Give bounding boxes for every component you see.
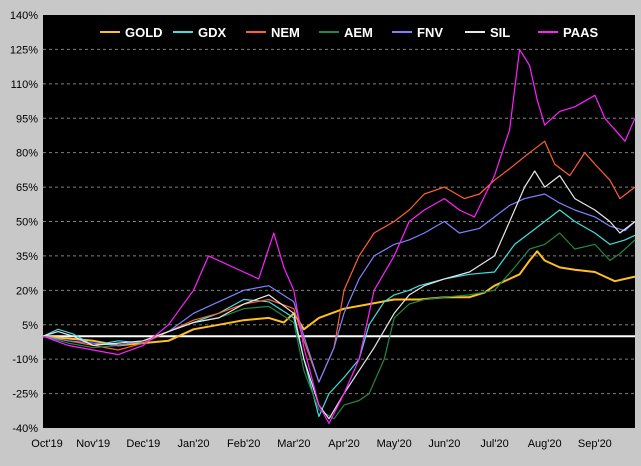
gridlines (43, 48, 635, 395)
x-tick-label: Jul'20 (480, 438, 508, 450)
x-tick-label: Jan'20 (177, 438, 209, 450)
series-line-nem (42, 140, 636, 383)
y-tick-label: 5% (22, 320, 38, 332)
y-tick-label: 20% (16, 285, 38, 297)
legend: GOLD GDX NEM AEM FNV SIL PAAS (100, 25, 598, 40)
x-tick-label: Apr'20 (328, 438, 359, 450)
y-tick-label: 65% (16, 182, 38, 194)
y-tick-label: 50% (16, 217, 38, 229)
x-tick-label: Dec'19 (126, 438, 160, 450)
y-tick-label: 80% (16, 148, 38, 160)
legend-label-paas: PAAS (563, 25, 598, 40)
y-tick-label: 110% (11, 79, 39, 91)
x-tick-label: Feb'20 (227, 438, 260, 450)
legend-label-nem: NEM (271, 25, 300, 40)
x-tick-label: Mar'20 (277, 438, 310, 450)
legend-label-fnv: FNV (417, 25, 443, 40)
x-tick-label: Aug'20 (528, 438, 562, 450)
y-axis-tick-labels: -40% -25% -10% 5% 20% 35% 50% 65% 80% 95% 110% 125%… (10, 10, 38, 435)
y-tick-label: -25% (12, 389, 38, 401)
x-tick-label: Nov'19 (76, 438, 110, 450)
y-tick-label: 125% (10, 44, 38, 56)
y-tick-label: -40% (12, 423, 38, 435)
series-lines (42, 48, 636, 424)
x-tick-label: Jun'20 (428, 438, 460, 450)
x-axis-tick-labels: Oct'19 Nov'19 Dec'19 Jan'20 Feb'20 Mar'20 Apr'… (31, 438, 612, 450)
y-tick-label: 35% (16, 251, 38, 263)
y-tick-label: 140% (10, 10, 38, 22)
legend-label-gold: GOLD (125, 25, 163, 40)
x-tick-label: Sep'20 (578, 438, 612, 450)
legend-label-aem: AEM (344, 25, 373, 40)
series-line-paas (42, 48, 636, 424)
x-tick-label: May'20 (377, 438, 412, 450)
series-line-fnv (42, 193, 636, 383)
legend-label-gdx: GDX (198, 25, 227, 40)
y-tick-label: -10% (12, 354, 38, 366)
legend-label-sil: SIL (490, 25, 510, 40)
series-line-gold (42, 250, 636, 347)
series-line-sil (42, 170, 636, 420)
x-tick-label: Oct'19 (31, 438, 62, 450)
y-tick-label: 95% (16, 113, 38, 125)
